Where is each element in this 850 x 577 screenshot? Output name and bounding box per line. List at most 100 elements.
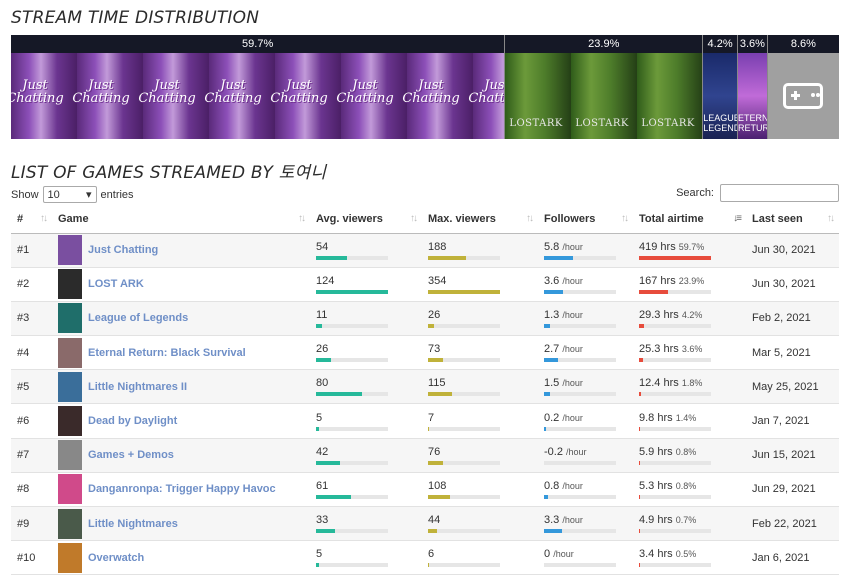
stream-time-distribution-title: STREAM TIME DISTRIBUTION	[11, 8, 260, 28]
col-rank[interactable]: # ↑↓	[11, 205, 52, 234]
max-viewers-bar	[428, 426, 500, 431]
segment-art-label: LOSTARK	[641, 118, 695, 129]
game-thumbnail[interactable]	[58, 235, 82, 266]
rank-cell: #5	[11, 369, 52, 405]
rank-cell: #4	[11, 335, 52, 371]
game-thumbnail[interactable]	[58, 440, 82, 471]
game-cell: League of Legends	[52, 301, 310, 337]
max-viewers-cell: 188	[422, 233, 538, 268]
max-viewers-cell: 108	[422, 472, 538, 508]
max-viewers-bar	[428, 255, 500, 260]
table-row: #6 Dead by Daylight 5 7 0.2 /hour 9.8 hrs 1.4…	[11, 403, 839, 439]
airtime-cell: 29.3 hrs 4.2%	[633, 301, 746, 337]
avg-viewers-cell: 54	[310, 233, 422, 268]
game-thumbnail[interactable]	[58, 269, 82, 300]
last-seen-cell: Feb 2, 2021	[746, 301, 839, 337]
col-total-airtime[interactable]: Total airtime ↓≡	[633, 205, 746, 234]
segment-art-label: LOSTARK	[575, 118, 629, 129]
col-followers[interactable]: Followers ↑↓	[538, 205, 633, 234]
airtime-bar	[639, 358, 711, 363]
max-viewers-cell: 6	[422, 540, 538, 576]
games-table: # ↑↓ Game ↑↓ Avg. viewers ↑↓ Max. viewers ↑↓…	[11, 205, 839, 576]
avg-viewers-cell: 33	[310, 506, 422, 542]
entries-select[interactable]: 10 ▾	[42, 186, 97, 203]
segment-game-art	[767, 53, 839, 139]
game-link[interactable]: Games + Demos	[88, 449, 174, 462]
game-link[interactable]: League of Legends	[88, 312, 189, 325]
game-thumbnail[interactable]	[58, 542, 82, 573]
avg-viewers-cell: 11	[310, 301, 422, 337]
stream-time-distribution-bar: 59.7% Just Chatting Just Chatting Just Chat…	[11, 35, 839, 139]
game-thumbnail[interactable]	[58, 508, 82, 539]
col-avg-viewers[interactable]: Avg. viewers ↑↓	[310, 205, 422, 234]
col-last-seen[interactable]: Last seen ↑↓	[746, 205, 839, 234]
followers-cell: 0 /hour	[538, 540, 633, 576]
airtime-bar	[639, 460, 711, 465]
col-max-viewers[interactable]: Max. viewers ↑↓	[422, 205, 538, 234]
segment-percent: 59.7%	[11, 35, 505, 53]
airtime-cell: 167 hrs 23.9%	[633, 267, 746, 302]
last-seen-cell: Jan 7, 2021	[746, 403, 839, 439]
last-seen-cell: Jun 30, 2021	[746, 267, 839, 302]
max-viewers-cell: 76	[422, 438, 538, 473]
table-row: #8 Danganronpa: Trigger Happy Havoc 61 108 0…	[11, 472, 839, 508]
followers-cell: 2.7 /hour	[538, 335, 633, 371]
segment-art-label: LOSTARK	[509, 118, 563, 129]
game-link[interactable]: Little Nightmares II	[88, 380, 188, 393]
avg-viewers-bar	[316, 255, 388, 260]
game-link[interactable]: Overwatch	[88, 551, 145, 564]
last-seen-cell: May 25, 2021	[746, 369, 839, 405]
col-game[interactable]: Game ↑↓	[52, 205, 310, 234]
last-seen-cell: Mar 5, 2021	[746, 335, 839, 371]
followers-bar	[544, 392, 616, 397]
game-thumbnail[interactable]	[58, 303, 82, 334]
game-link[interactable]: Danganronpa: Trigger Happy Havoc	[88, 483, 276, 496]
segment-art-label: Just Chatting	[270, 78, 328, 106]
distribution-segment: 8.6%	[767, 35, 839, 139]
avg-viewers-bar	[316, 426, 388, 431]
game-cell: Danganronpa: Trigger Happy Havoc	[52, 472, 310, 508]
game-thumbnail[interactable]	[58, 371, 82, 402]
segment-art-label: Just Chatting	[204, 78, 262, 106]
followers-bar	[544, 426, 616, 431]
game-cell: Little Nightmares II	[52, 369, 310, 405]
game-thumbnail[interactable]	[58, 337, 82, 368]
rank-cell: #7	[11, 438, 52, 473]
distribution-segment: 23.9% LOSTARK LOSTARK LOSTARK	[505, 35, 704, 139]
avg-viewers-cell: 5	[310, 403, 422, 439]
followers-cell: 3.3 /hour	[538, 506, 633, 542]
max-viewers-bar	[428, 460, 500, 465]
max-viewers-cell: 44	[422, 506, 538, 542]
last-seen-cell: Jan 6, 2021	[746, 540, 839, 576]
game-cell: Games + Demos	[52, 438, 310, 473]
game-thumbnail[interactable]	[58, 406, 82, 437]
game-link[interactable]: Eternal Return: Black Survival	[88, 346, 246, 359]
avg-viewers-bar	[316, 494, 388, 499]
rank-cell: #1	[11, 233, 52, 268]
avg-viewers-bar	[316, 289, 388, 294]
sort-icon: ↑↓	[526, 213, 534, 224]
max-viewers-bar	[428, 392, 500, 397]
followers-bar	[544, 563, 616, 568]
avg-viewers-cell: 61	[310, 472, 422, 508]
show-label: Show	[11, 188, 39, 201]
airtime-bar	[639, 255, 711, 260]
max-viewers-bar	[428, 494, 500, 499]
table-row: #1 Just Chatting 54 188 5.8 /hour 419 hrs 59.…	[11, 233, 839, 268]
followers-bar	[544, 358, 616, 363]
sort-icon: ↑↓	[621, 213, 629, 224]
max-viewers-bar	[428, 563, 500, 568]
search-input[interactable]	[720, 184, 839, 202]
game-link[interactable]: LOST ARK	[88, 278, 144, 291]
max-viewers-bar	[428, 529, 500, 534]
airtime-bar	[639, 426, 711, 431]
rank-cell: #9	[11, 506, 52, 542]
game-thumbnail[interactable]	[58, 474, 82, 505]
game-cell: Eternal Return: Black Survival	[52, 335, 310, 371]
game-link[interactable]: Little Nightmares	[88, 517, 178, 530]
avg-viewers-bar	[316, 392, 388, 397]
avg-viewers-cell: 5	[310, 540, 422, 576]
sort-icon: ↑↓	[410, 213, 418, 224]
game-link[interactable]: Just Chatting	[88, 244, 159, 257]
game-link[interactable]: Dead by Daylight	[88, 415, 178, 428]
